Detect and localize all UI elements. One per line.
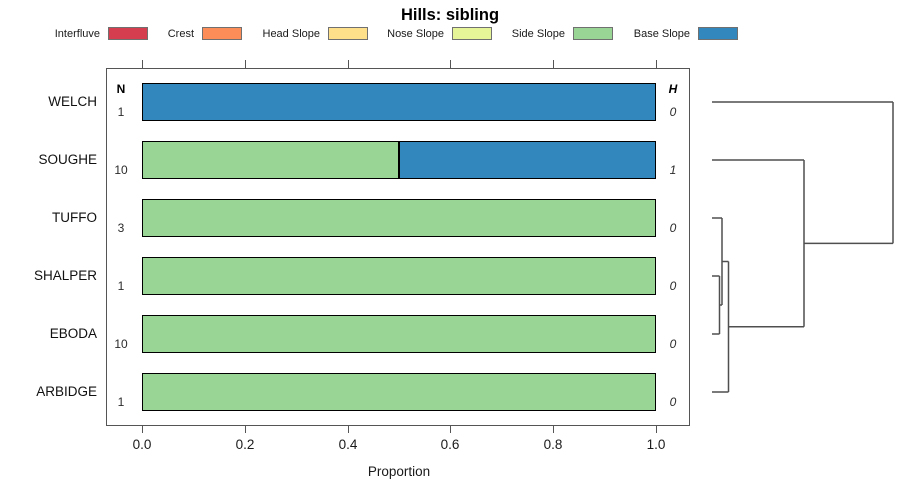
bar-soughe [142,141,656,179]
chart-title: Hills: sibling [400,6,500,24]
legend-swatch-head-slope [328,27,368,40]
bottom-tick [553,426,555,433]
n-column-header: N [116,82,126,96]
legend-label-crest: Crest [167,28,194,40]
row-label-eboda: EBODA [49,326,97,341]
h-value: 0 [669,279,677,293]
bar-eboda [142,315,656,353]
legend-label-base-slope: Base Slope [633,28,690,40]
bottom-tick [142,426,144,433]
top-tick [245,60,247,68]
n-value: 3 [117,221,125,235]
h-value: 0 [669,395,677,409]
row-label-welch: WELCH [48,94,97,109]
x-tick-label: 1.0 [646,437,666,452]
h-value: 1 [669,163,677,177]
h-column-header: H [668,82,678,96]
legend-swatch-nose-slope [452,27,492,40]
plot-panel [106,68,690,426]
h-value: 0 [669,221,677,235]
x-tick-label: 0.0 [132,437,152,452]
legend-label-nose-slope: Nose Slope [387,28,444,40]
legend-swatch-interfluve [108,27,148,40]
bar-tuffo [142,199,656,237]
top-tick [450,60,452,68]
n-value: 1 [117,105,125,119]
bar-shalper [142,257,656,295]
row-label-tuffo: TUFFO [52,210,97,225]
bottom-tick [348,426,350,433]
legend-swatch-side-slope [573,27,613,40]
row-label-shalper: SHALPER [33,268,97,283]
bar-arbidge [142,373,656,411]
top-tick [656,60,658,68]
legend-swatch-crest [202,27,242,40]
top-tick [142,60,144,68]
bottom-tick [656,426,658,433]
bottom-tick [245,426,247,433]
x-tick-label: 0.8 [543,437,563,452]
legend-label-interfluve: Interfluve [54,28,100,40]
h-value: 0 [669,105,677,119]
bar-segment-side-slope [142,315,656,353]
top-tick [553,60,555,68]
x-axis-title: Proportion [367,464,431,479]
legend-label-head-slope: Head Slope [262,28,321,40]
legend-label-side-slope: Side Slope [511,28,565,40]
n-value: 1 [117,395,125,409]
bar-segment-base-slope [142,83,656,121]
n-value: 10 [114,337,128,351]
top-tick [348,60,350,68]
n-value: 10 [114,163,128,177]
x-tick-label: 0.4 [338,437,358,452]
row-label-soughe: SOUGHE [38,152,97,167]
legend-swatch-base-slope [698,27,738,40]
bar-segment-side-slope [142,373,656,411]
x-tick-label: 0.6 [440,437,460,452]
bar-segment-side-slope [142,257,656,295]
bar-segment-side-slope [142,141,399,179]
bar-segment-side-slope [142,199,656,237]
h-value: 0 [669,337,677,351]
n-value: 1 [117,279,125,293]
bar-welch [142,83,656,121]
bar-segment-base-slope [399,141,656,179]
x-tick-label: 0.2 [235,437,255,452]
row-label-arbidge: ARBIDGE [36,384,97,399]
bottom-tick [450,426,452,433]
